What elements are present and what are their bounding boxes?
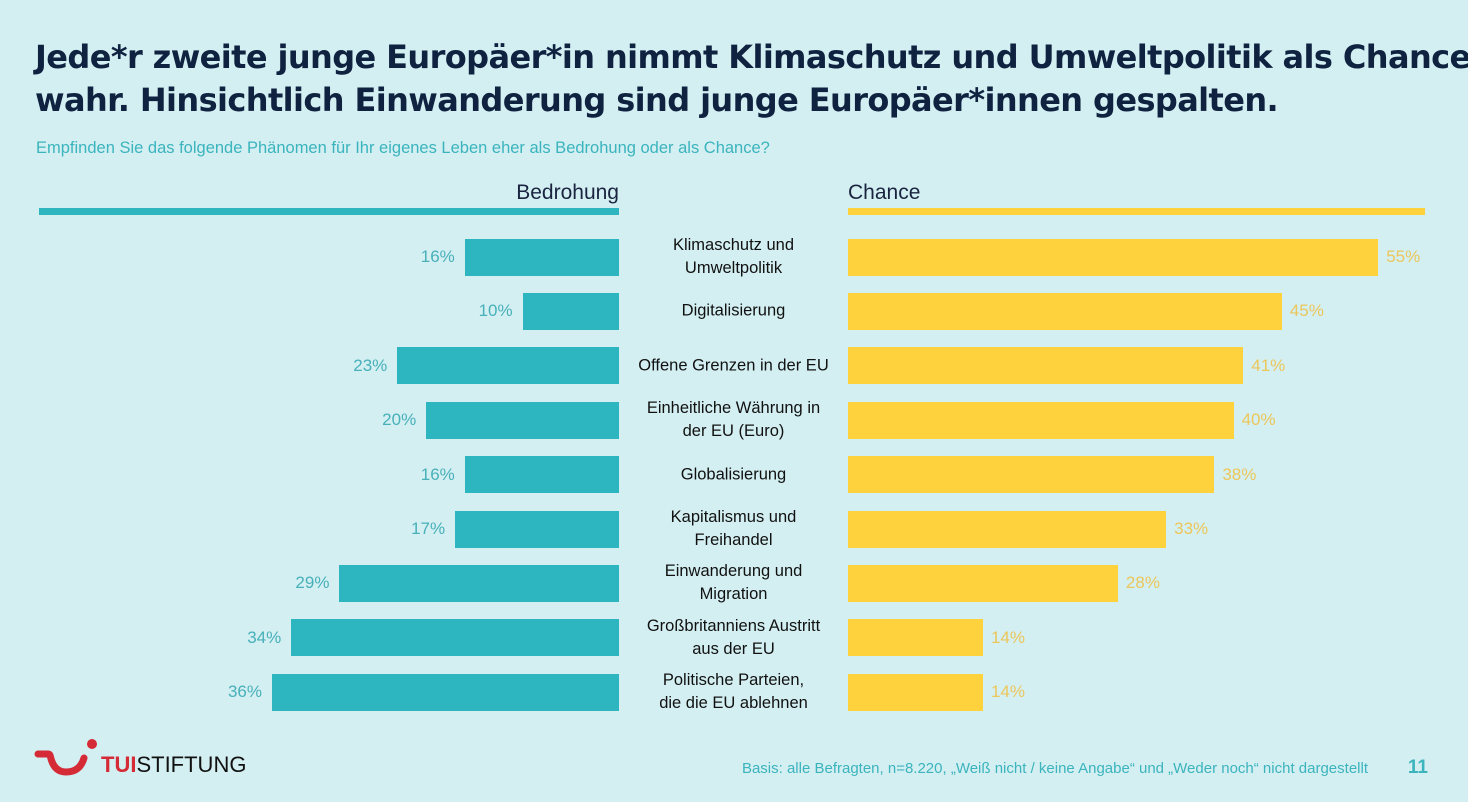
title-line-1: Jede*r zweite junge Europäer*in nimmt Kl… — [35, 38, 1468, 76]
value-label-bedrohung: 16% — [420, 247, 455, 266]
value-label-bedrohung: 36% — [227, 682, 262, 702]
value-label-chance: 40% — [1241, 410, 1276, 430]
bar-bedrohung — [426, 401, 619, 439]
value-label-bedrohung: 10% — [478, 301, 513, 321]
bar-bedrohung — [339, 564, 619, 602]
title-line-2: wahr. Hinsichtlich Einwanderung sind jun… — [35, 81, 1279, 119]
value-label-chance: 14% — [990, 627, 1025, 647]
page-number: 11 — [1407, 757, 1428, 778]
value-label-bedrohung: 29% — [295, 573, 330, 593]
value-label-bedrohung: 17% — [411, 519, 446, 538]
brand-logo-text: TUISTIFTUNG — [101, 752, 246, 778]
bar-bedrohung — [455, 510, 619, 548]
bar-bedrohung — [271, 673, 619, 711]
legend-chance: Chance — [848, 181, 921, 204]
value-label-chance: 45% — [1289, 301, 1324, 321]
category-label: Einheitliche Währung in der EU (Euro) — [646, 399, 821, 441]
category-label: Klimaschutz und Umweltpolitik — [672, 236, 795, 277]
bar-bedrohung — [522, 292, 619, 330]
bar-chance — [848, 510, 1167, 548]
bedrohung-axis-line — [39, 208, 619, 215]
bar-bedrohung — [464, 456, 619, 494]
bar-bedrohung — [464, 238, 619, 276]
bar-chance — [848, 673, 983, 711]
tui-smile-logo-icon — [34, 739, 97, 776]
bar-bedrohung — [397, 347, 619, 385]
value-label-chance: 41% — [1251, 355, 1286, 375]
question-subtitle: Empfinden Sie das folgende Phänomen für … — [36, 139, 770, 157]
category-label: Globalisierung — [680, 465, 787, 484]
value-label-chance: 33% — [1174, 519, 1209, 538]
bar-chance — [848, 238, 1379, 276]
chance-axis-line — [848, 208, 1425, 215]
bar-bedrohung — [291, 619, 619, 657]
bar-chance — [848, 619, 983, 657]
value-label-chance: 14% — [990, 682, 1025, 702]
category-label: Einwanderung und Migration — [664, 562, 803, 604]
footnote: Basis: alle Befragten, n=8.220, „Weiß ni… — [741, 760, 1368, 777]
value-label-chance: 55% — [1386, 247, 1421, 266]
bar-chance — [848, 347, 1244, 385]
value-label-bedrohung: 23% — [353, 355, 388, 375]
logo-brand: TUI — [101, 752, 137, 777]
bar-chance — [848, 564, 1118, 602]
category-label: Politische Parteien, die die EU ablehnen — [659, 671, 808, 713]
logo-name: STIFTUNG — [136, 752, 247, 777]
value-label-bedrohung: 16% — [420, 464, 455, 484]
page-title: Jede*r zweite junge Europäer*in nimmt Kl… — [35, 36, 1468, 122]
category-label: Digitalisierung — [681, 301, 786, 320]
bar-chance — [848, 292, 1282, 330]
value-label-chance: 28% — [1125, 573, 1160, 593]
legend-bedrohung: Bedrohung — [516, 181, 619, 204]
bar-chance — [848, 456, 1215, 494]
value-label-bedrohung: 34% — [247, 627, 282, 647]
category-label: Großbritanniens Austritt aus der EU — [646, 616, 821, 658]
category-label: Offene Grenzen in der EU — [638, 356, 829, 375]
bar-chance — [848, 401, 1234, 439]
value-label-chance: 38% — [1222, 464, 1257, 484]
value-label-bedrohung: 20% — [382, 410, 417, 430]
category-label: Kapitalismus und Freihandel — [670, 508, 797, 549]
